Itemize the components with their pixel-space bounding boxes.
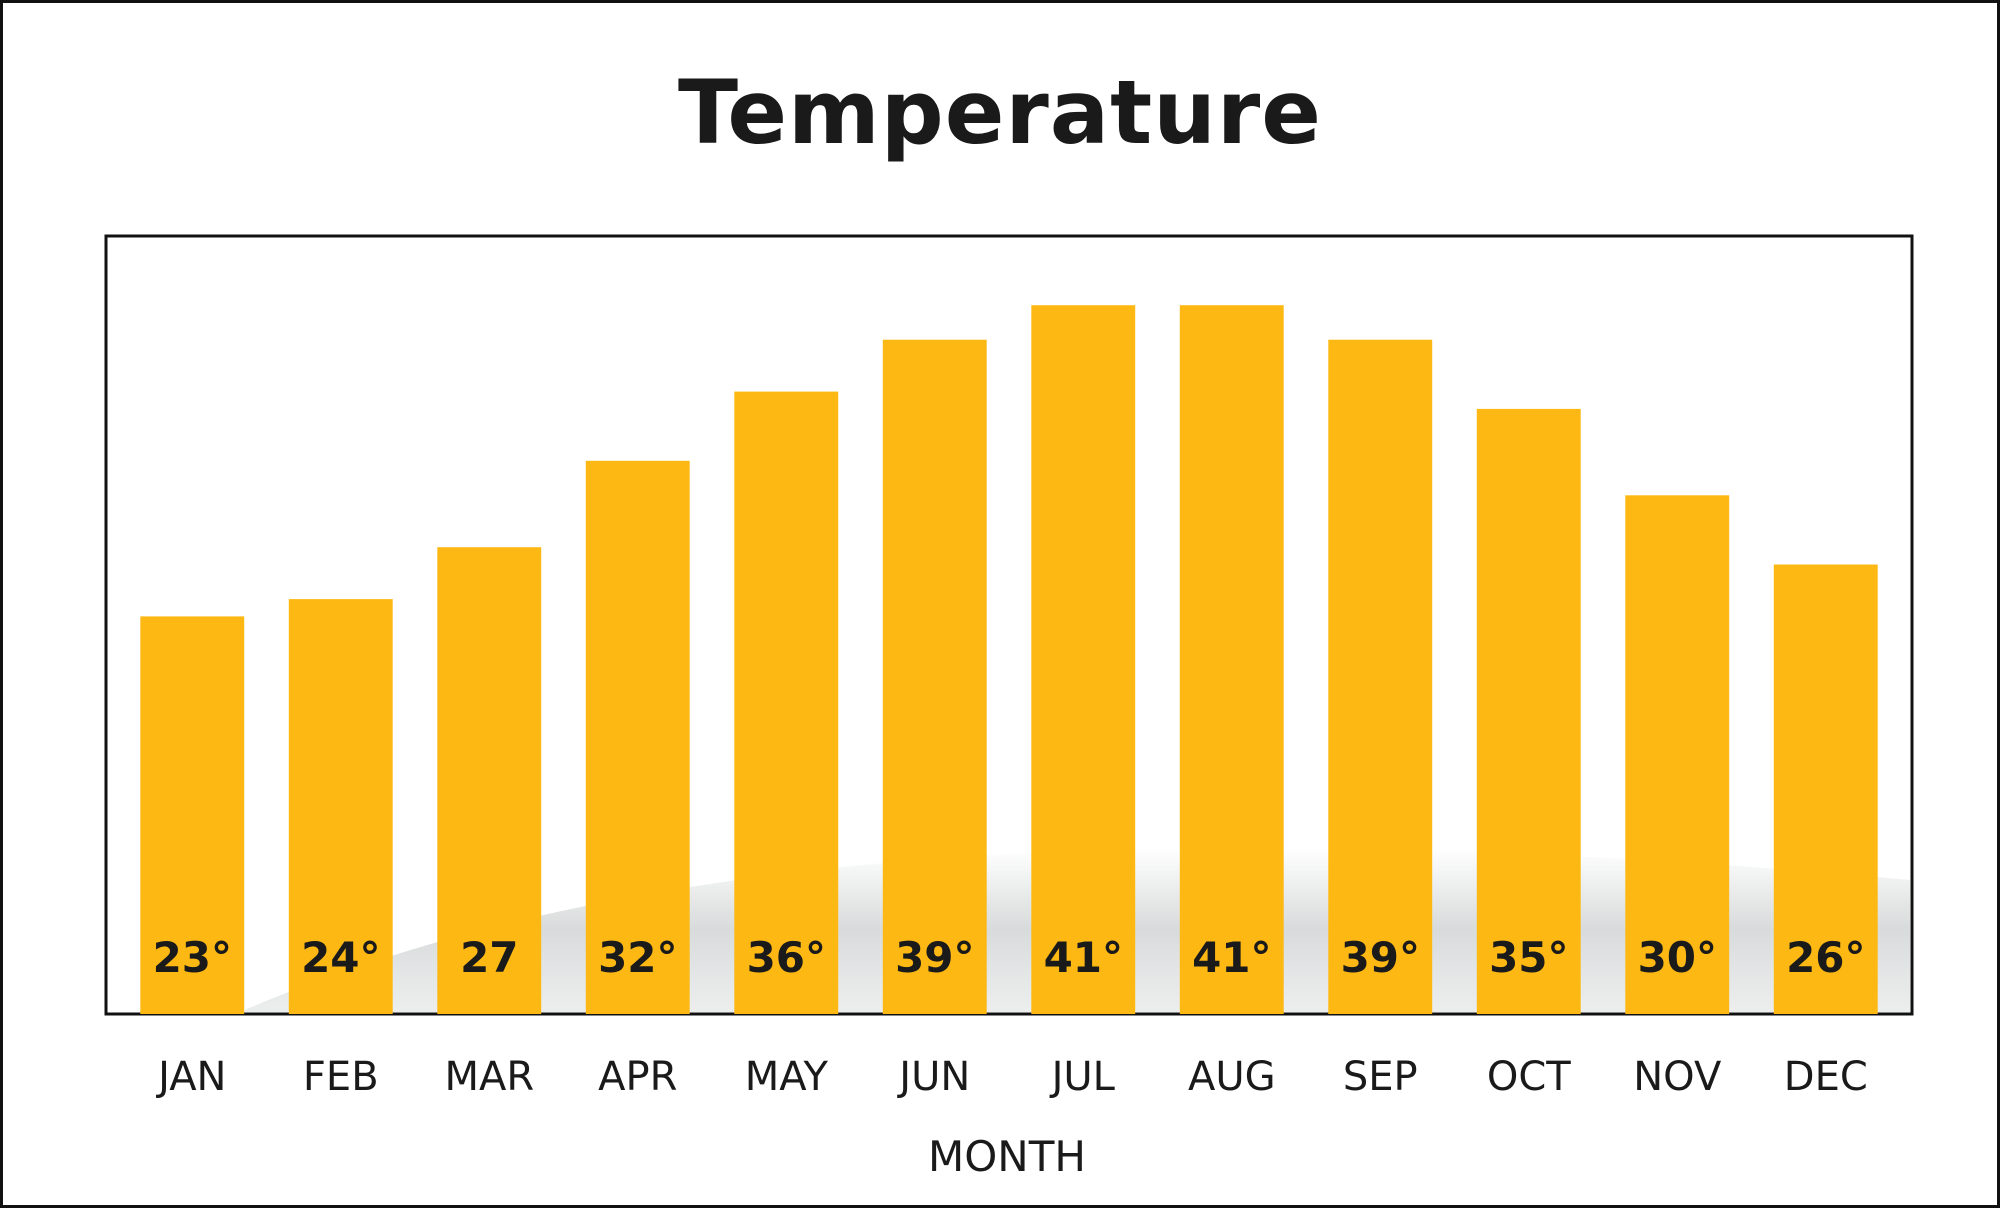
bars-layer (140, 305, 1878, 1015)
data-label-dec: 26° (1786, 933, 1865, 982)
x-axis-title: MONTH (928, 1132, 1086, 1181)
data-label-jul: 41° (1044, 933, 1123, 982)
bar-may (734, 391, 839, 1015)
chart-title: Temperature (678, 61, 1322, 164)
x-tick-sep: SEP (1343, 1054, 1418, 1100)
bar-nov (1625, 495, 1730, 1014)
bar-apr (585, 460, 690, 1014)
x-tick-jan: JAN (155, 1054, 226, 1100)
data-label-jun: 39° (895, 933, 974, 982)
bar-oct (1476, 408, 1581, 1014)
bar-sep (1328, 339, 1433, 1014)
x-tick-nov: NOV (1633, 1054, 1722, 1100)
data-label-sep: 39° (1341, 933, 1420, 982)
x-tick-mar: MAR (444, 1054, 534, 1100)
x-tick-labels: JAN FEB MAR APR MAY JUN JUL AUG SEP OCT NOV DEC (155, 1054, 1868, 1100)
bar-mar (437, 547, 542, 1014)
data-label-feb: 24° (301, 933, 380, 982)
x-tick-dec: DEC (1784, 1054, 1868, 1100)
bar-dec (1773, 564, 1878, 1014)
bar-aug (1179, 305, 1284, 1014)
x-tick-jun: JUN (896, 1054, 970, 1100)
bar-jun (882, 339, 987, 1014)
bar-feb (288, 599, 393, 1014)
data-label-aug: 41° (1192, 933, 1271, 982)
data-label-mar: 27 (460, 933, 518, 982)
value-labels-layer: 23° 24° 27 32° 36° 39° 41° 41° 39° 35° 30° 26° (153, 933, 1866, 982)
data-label-apr: 32° (598, 933, 677, 982)
x-tick-oct: OCT (1487, 1054, 1571, 1100)
x-tick-feb: FEB (303, 1054, 379, 1100)
data-label-may: 36° (747, 933, 826, 982)
data-label-nov: 30° (1638, 933, 1717, 982)
bar-jul (1031, 305, 1136, 1014)
x-tick-aug: AUG (1188, 1054, 1276, 1100)
bar-jan (140, 616, 245, 1014)
x-tick-jul: JUL (1049, 1054, 1116, 1100)
data-label-jan: 23° (153, 933, 232, 982)
x-tick-may: MAY (745, 1054, 829, 1100)
x-tick-apr: APR (598, 1054, 677, 1100)
data-label-oct: 35° (1489, 933, 1568, 982)
